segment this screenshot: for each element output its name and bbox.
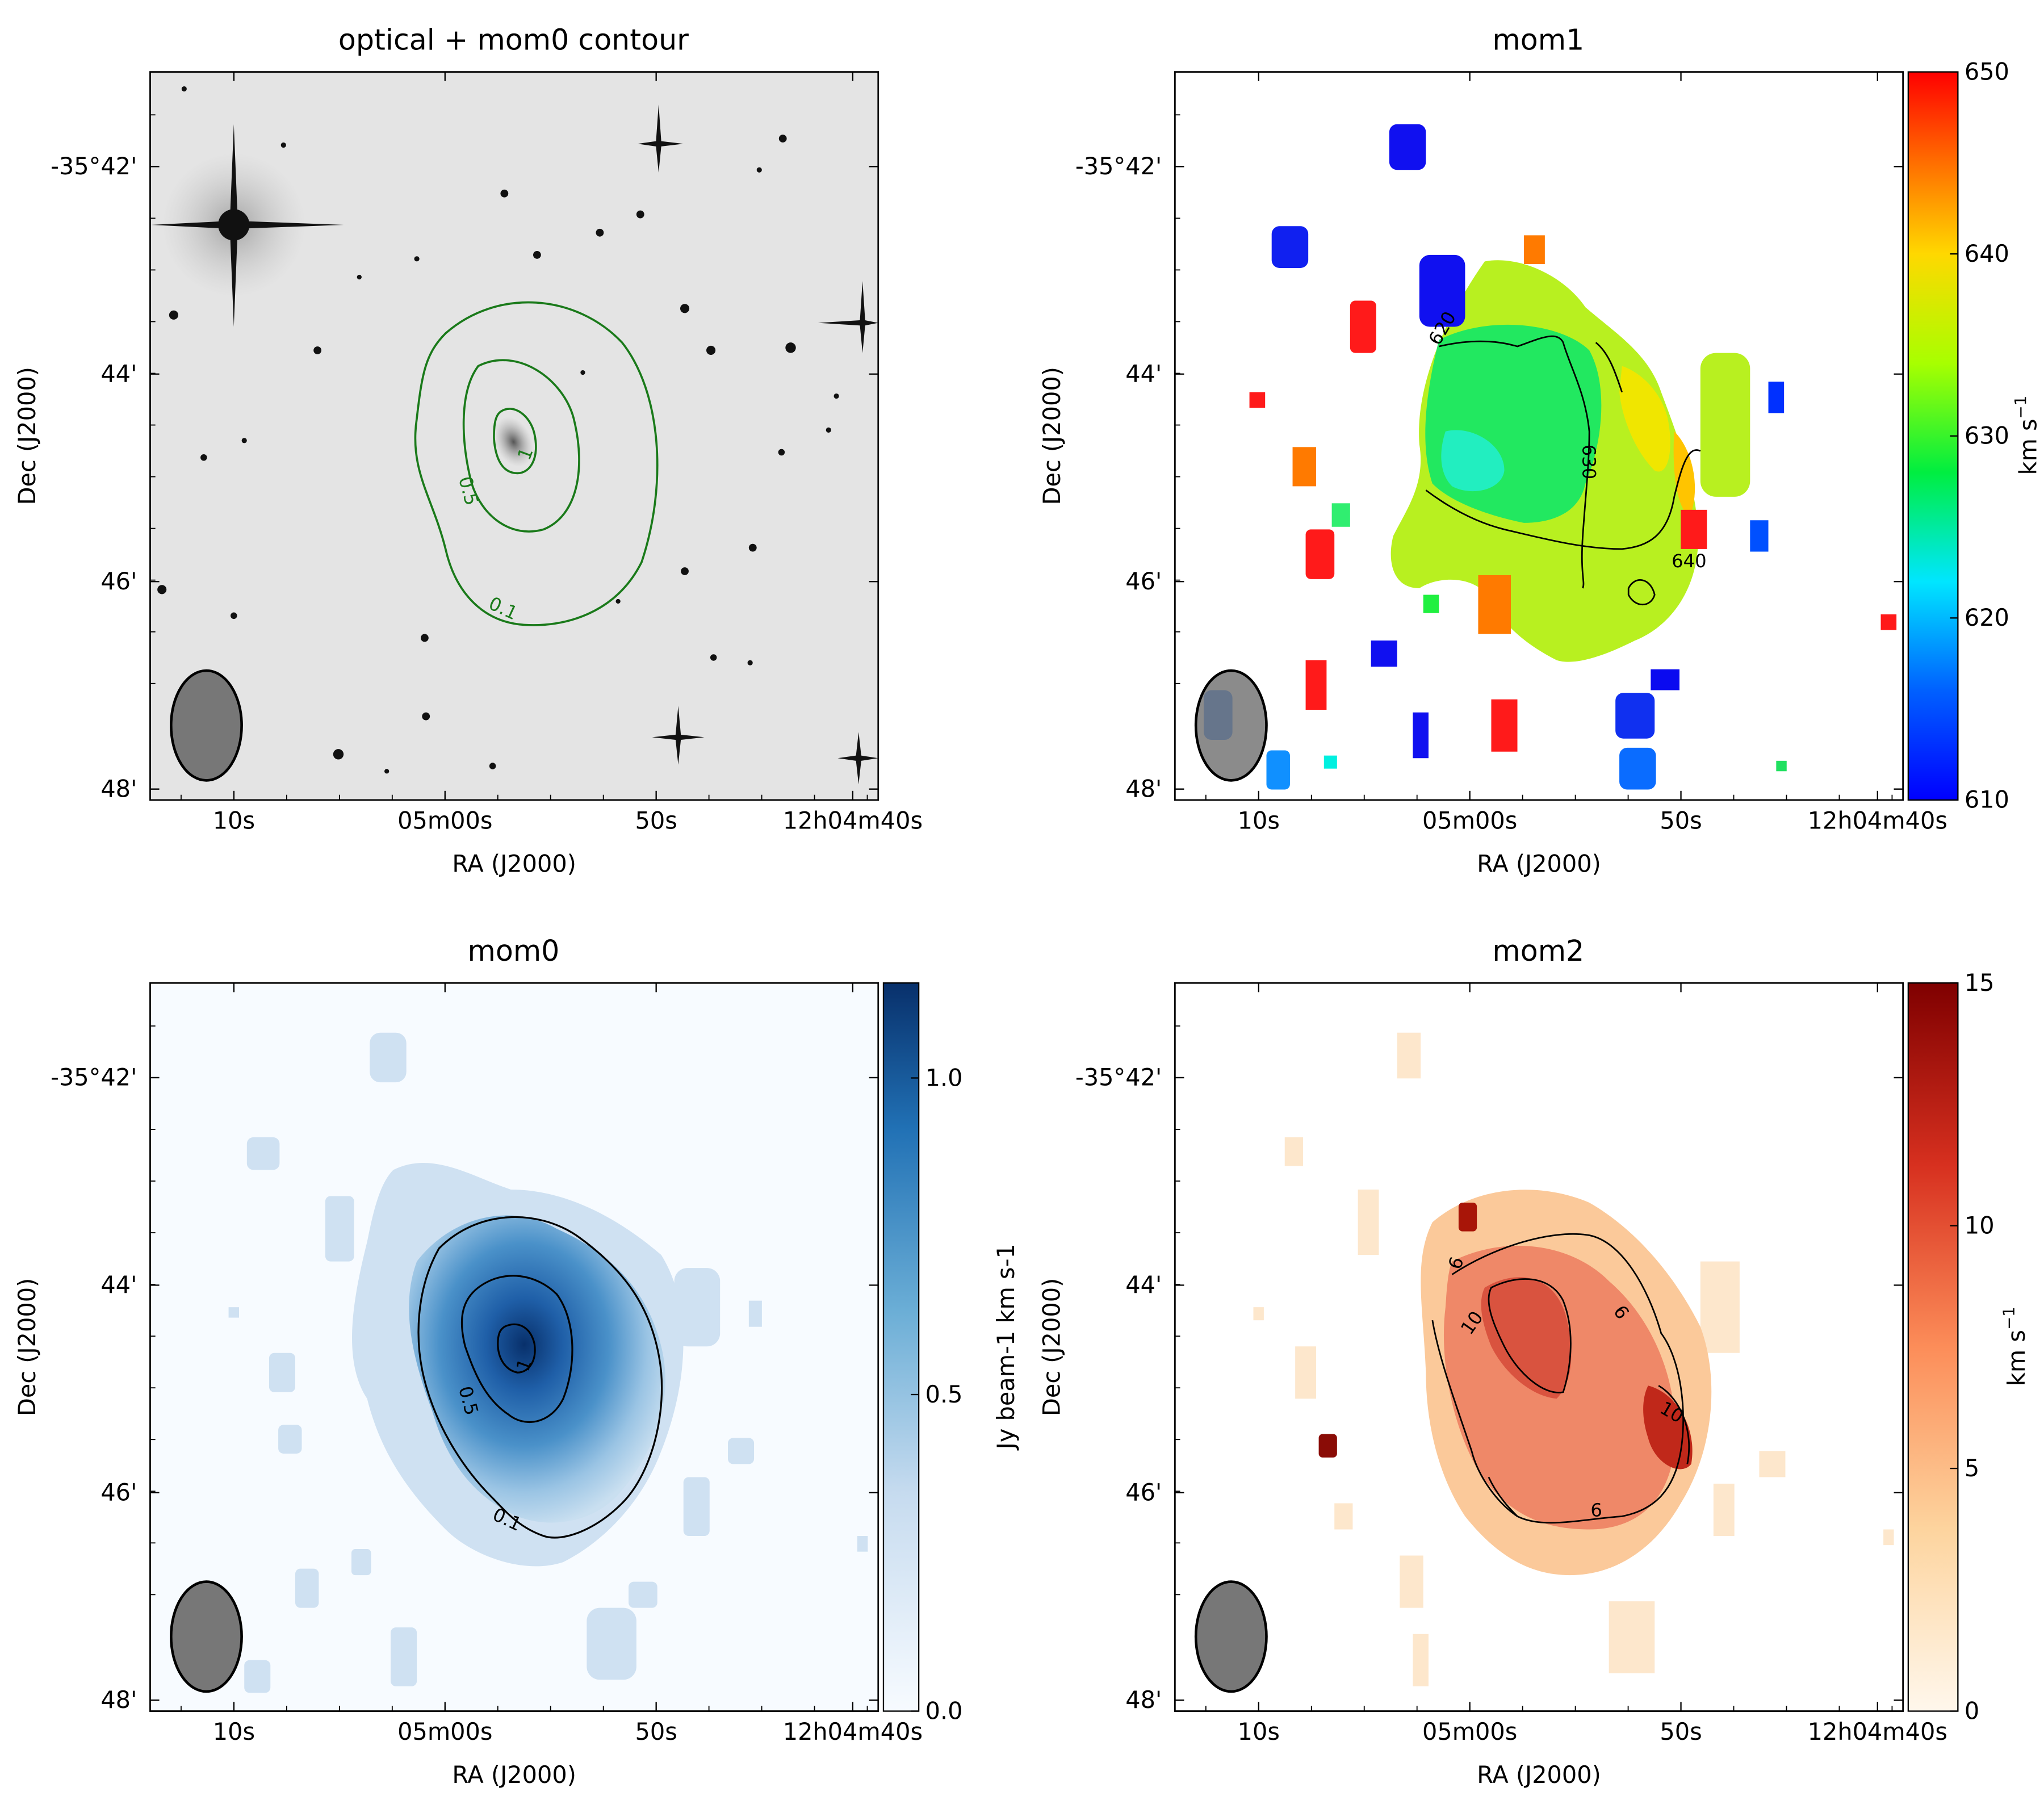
y-tick-label: 44' xyxy=(1125,361,1162,388)
colorbar-label: km s−1 xyxy=(2011,396,2042,475)
x-tick-label: 10s xyxy=(1238,1718,1280,1745)
y-axis-label: Dec (J2000) xyxy=(14,1278,41,1416)
colorbar-tick-label: 15 xyxy=(1965,969,1995,997)
mom0-contours xyxy=(414,301,659,626)
x-tick-label: 12h04m40s xyxy=(783,807,923,835)
axes-frame xyxy=(1174,71,1904,801)
y-tick-label: 48' xyxy=(100,1686,137,1714)
y-tick-label: 48' xyxy=(1125,1686,1162,1714)
x-tick-label: 12h04m40s xyxy=(1808,807,1947,835)
y-tick-label: 46' xyxy=(1125,568,1162,595)
contour-label: 630 xyxy=(1578,445,1600,480)
beam-ellipse xyxy=(169,669,243,782)
panel-mom0: mom0 xyxy=(14,934,1020,1789)
colorbar-tick-label: 1.0 xyxy=(925,1064,963,1091)
y-tick-label: 44' xyxy=(100,361,137,388)
y-tick-label: 46' xyxy=(100,1479,137,1506)
star-field xyxy=(151,86,878,785)
y-tick-label: 44' xyxy=(1125,1271,1162,1299)
axes-frame xyxy=(1174,982,1904,1712)
velocity-contours xyxy=(1425,335,1701,605)
plot-area: 0.1 0.5 1 xyxy=(150,72,878,800)
panel-optical: optical + mom0 contour xyxy=(14,23,923,877)
plot-area: 6 10 6 10 6 xyxy=(1175,983,1903,1711)
y-tick-label: 48' xyxy=(1125,775,1162,802)
colorbar-tick-label: 650 xyxy=(1965,58,2009,85)
colorbar-label: Jy beam-1 km s-1 xyxy=(992,1244,1020,1451)
colorbar-tick-label: 10 xyxy=(1965,1212,1995,1239)
x-tick-label: 05m00s xyxy=(397,807,492,835)
x-tick-label: 10s xyxy=(1238,807,1280,835)
x-tick-label: 50s xyxy=(635,1718,677,1745)
beam-ellipse xyxy=(1194,1580,1268,1693)
panel-mom1: mom1 xyxy=(1038,23,2042,877)
colorbar-tick-label: 630 xyxy=(1965,422,2009,450)
y-tick-label: 48' xyxy=(100,775,137,802)
x-tick-label: 50s xyxy=(635,807,677,835)
velocity-field xyxy=(1390,260,1698,662)
colorbar-tick-label: 610 xyxy=(1965,786,2009,814)
x-tick-label: 10s xyxy=(213,1718,255,1745)
x-axis-label: RA (J2000) xyxy=(452,1761,576,1789)
x-tick-label: 05m00s xyxy=(1422,807,1517,835)
x-axis-label: RA (J2000) xyxy=(1477,851,1601,878)
y-tick-label: 46' xyxy=(100,568,137,595)
y-axis-label: Dec (J2000) xyxy=(1038,367,1066,505)
x-axis-label: RA (J2000) xyxy=(1477,1761,1601,1789)
panel-mom2: mom2 xyxy=(1038,934,2030,1789)
dispersion-contours xyxy=(1431,1233,1690,1524)
x-tick-label: 50s xyxy=(1660,1718,1702,1745)
galaxy xyxy=(493,417,534,467)
contour-label: 6 xyxy=(1590,1500,1602,1521)
panel-title: mom1 xyxy=(1492,23,1584,56)
y-tick-label: -35°42' xyxy=(1075,1064,1162,1091)
x-axis-label: RA (J2000) xyxy=(452,851,576,878)
velocity-blobs xyxy=(1204,124,1897,790)
colorbar-tick-label: 5 xyxy=(1965,1455,1979,1482)
beam-ellipse xyxy=(169,1580,243,1693)
x-tick-label: 50s xyxy=(1660,807,1702,835)
colorbar-tick-label: 0.5 xyxy=(925,1381,963,1408)
colorbar xyxy=(1907,982,1959,1712)
x-tick-label: 05m00s xyxy=(397,1718,492,1745)
colorbar-tick-label: 0 xyxy=(1965,1697,1979,1724)
contour-label: 640 xyxy=(1672,550,1707,572)
faint-dispersion xyxy=(1253,1032,1894,1686)
colorbar-tick-label: 0.0 xyxy=(925,1697,963,1724)
colorbar xyxy=(882,982,920,1712)
panel-title: mom0 xyxy=(468,934,560,968)
axes-frame xyxy=(149,71,879,801)
flux-contours xyxy=(417,1216,663,1539)
x-tick-label: 05m00s xyxy=(1422,1718,1517,1745)
x-tick-label: 12h04m40s xyxy=(783,1718,923,1745)
panel-title: optical + mom0 contour xyxy=(338,23,689,56)
y-tick-label: 46' xyxy=(1125,1479,1162,1506)
colorbar-tick-label: 640 xyxy=(1965,240,2009,267)
y-tick-label: -35°42' xyxy=(1075,153,1162,180)
panel-title: mom2 xyxy=(1492,934,1584,968)
plot-area: 620 630 640 xyxy=(1175,72,1903,800)
y-tick-label: -35°42' xyxy=(51,153,137,180)
y-axis-label: Dec (J2000) xyxy=(1038,1278,1066,1416)
beam-ellipse xyxy=(1194,669,1268,782)
y-tick-label: 44' xyxy=(100,1271,137,1299)
y-axis-label: Dec (J2000) xyxy=(14,367,41,505)
plot-area: 0.1 0.5 1 xyxy=(150,983,878,1711)
x-tick-label: 10s xyxy=(213,807,255,835)
colorbar-label: km s−1 xyxy=(1999,1307,2030,1386)
axes-frame xyxy=(149,982,879,1712)
colorbar-tick-label: 620 xyxy=(1965,604,2009,631)
x-tick-label: 12h04m40s xyxy=(1808,1718,1947,1745)
y-tick-label: -35°42' xyxy=(51,1064,137,1091)
